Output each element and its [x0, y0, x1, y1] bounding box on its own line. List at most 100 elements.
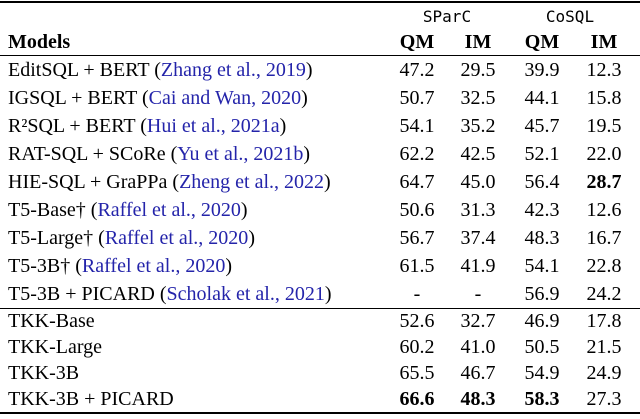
cosql-qm-value: 54.1 — [524, 254, 560, 277]
baselines-section: EditSQL + BERT (Zhang et al., 2019) 47.2… — [0, 56, 640, 309]
sparc-im-value: 31.3 — [460, 198, 496, 221]
table-row: IGSQL + BERT (Cai and Wan, 2020) 50.7 32… — [0, 84, 640, 112]
sparc-qm-value: 56.7 — [399, 226, 435, 249]
citation-link[interactable]: Yu et al., 2021b — [177, 142, 304, 165]
cosql-qm-value: 56.4 — [524, 170, 560, 193]
table-row: T5-3B + PICARD (Scholak et al., 2021) - … — [0, 280, 640, 308]
cosql-im-value: 24.9 — [586, 361, 622, 384]
model-name: R²SQL + BERT — [8, 114, 136, 137]
model-cell: TKK-Base — [0, 310, 386, 333]
citation-paren-open: ( — [165, 142, 178, 165]
table-row: T5-Base† (Raffel et al., 2020) 50.6 31.3… — [0, 196, 640, 224]
citation-link[interactable]: Zhang et al., 2019 — [160, 58, 306, 81]
citation-paren-close: ) — [225, 254, 233, 277]
table-row: HIE-SQL + GraPPa (Zheng et al., 2022) 64… — [0, 168, 640, 196]
model-cell: TKK-3B + PICARD — [0, 388, 386, 411]
citation-link[interactable]: Raffel et al., 2020 — [97, 198, 241, 221]
citation-paren-open: ( — [85, 198, 98, 221]
cosql-im-value: 24.2 — [586, 282, 622, 305]
cosql-im-value: 12.3 — [586, 58, 622, 81]
table-header: SParC CoSQL Models QM IM QM IM — [0, 3, 640, 56]
cosql-qm-header: QM — [524, 30, 560, 53]
model-name: IGSQL + BERT — [8, 86, 137, 109]
model-name: T5-3B + PICARD — [8, 282, 155, 305]
cosql-im-value: 22.8 — [586, 254, 622, 277]
column-group-row: SParC CoSQL — [0, 3, 640, 29]
model-name: EditSQL + BERT — [8, 58, 150, 81]
citation-link[interactable]: Zheng et al., 2022 — [179, 170, 325, 193]
citation-paren-close: ) — [279, 114, 287, 137]
sparc-im-value: 41.0 — [460, 336, 496, 359]
cosql-im-value: 27.3 — [586, 387, 622, 410]
sparc-im-value: 35.2 — [460, 114, 496, 137]
sparc-qm-value: 54.1 — [399, 114, 435, 137]
citation-link[interactable]: Raffel et al., 2020 — [104, 226, 249, 249]
column-header-row: Models QM IM QM IM — [0, 29, 640, 55]
cosql-qm-value: 46.9 — [524, 310, 560, 333]
sparc-im-value-best: 48.3 — [460, 387, 496, 410]
cosql-qm-value: 39.9 — [524, 58, 560, 81]
table-row: T5-3B† (Raffel et al., 2020) 61.5 41.9 5… — [0, 252, 640, 280]
citation-link[interactable]: Cai and Wan, 2020 — [148, 86, 302, 109]
col-group-sparc: SParC — [422, 6, 472, 26]
col-group-cosql: CoSQL — [545, 6, 595, 26]
sparc-im-value: 41.9 — [460, 254, 496, 277]
sparc-qm-value: 62.2 — [399, 142, 435, 165]
citation-paren-close: ) — [301, 86, 308, 109]
model-name: RAT-SQL + SCoRe — [8, 142, 166, 165]
cosql-im-value: 17.8 — [586, 310, 622, 333]
cosql-im-value: 22.0 — [586, 142, 622, 165]
model-cell: EditSQL + BERT (Zhang et al., 2019) — [0, 59, 386, 82]
cosql-im-value: 16.7 — [586, 226, 622, 249]
sparc-im-value: 46.7 — [460, 361, 496, 384]
cosql-im-value-best: 28.7 — [586, 170, 622, 193]
sparc-im-header: IM — [464, 30, 492, 53]
citation-paren-open: ( — [136, 86, 149, 109]
cosql-qm-value: 52.1 — [524, 142, 560, 165]
model-name: TKK-3B + PICARD — [8, 387, 174, 410]
cosql-im-header: IM — [590, 30, 618, 53]
sparc-im-value: 32.7 — [460, 310, 496, 333]
cosql-qm-value: 42.3 — [524, 198, 560, 221]
citation-paren-close: ) — [240, 198, 248, 221]
table-row: TKK-3B 65.5 46.7 54.9 24.9 — [0, 361, 640, 387]
cosql-qm-value: 44.1 — [524, 86, 560, 109]
citation-paren-open: ( — [167, 170, 180, 193]
table-row: TKK-Base 52.6 32.7 46.9 17.8 — [0, 309, 640, 335]
table-row: TKK-3B + PICARD 66.6 48.3 58.3 27.3 — [0, 386, 640, 412]
citation-link[interactable]: Raffel et al., 2020 — [81, 254, 226, 277]
cosql-qm-value: 56.9 — [524, 282, 560, 305]
sparc-im-value: 45.0 — [460, 170, 496, 193]
model-name: TKK-Large — [8, 336, 103, 359]
models-header: Models — [8, 30, 71, 53]
table-row: T5-Large† (Raffel et al., 2020) 56.7 37.… — [0, 224, 640, 252]
model-name: T5-3B† — [8, 254, 71, 277]
cosql-qm-value: 54.9 — [524, 361, 560, 384]
model-name: HIE-SQL + GraPPa — [8, 170, 168, 193]
model-cell: TKK-Large — [0, 336, 386, 359]
citation-link[interactable]: Scholak et al., 2021 — [166, 282, 325, 305]
sparc-qm-value: 64.7 — [399, 170, 435, 193]
sparc-qm-value: 47.2 — [399, 58, 435, 81]
table-row: EditSQL + BERT (Zhang et al., 2019) 47.2… — [0, 56, 640, 84]
sparc-im-value: 42.5 — [460, 142, 496, 165]
citation-paren-open: ( — [70, 254, 82, 277]
citation-paren-close: ) — [305, 58, 313, 81]
model-name: T5-Base† — [8, 198, 86, 221]
model-cell: R²SQL + BERT (Hui et al., 2021a) — [0, 115, 386, 138]
sparc-im-value: 37.4 — [460, 226, 496, 249]
model-cell: T5-3B + PICARD (Scholak et al., 2021) — [0, 283, 386, 306]
citation-paren-close: ) — [303, 142, 311, 165]
table-row: R²SQL + BERT (Hui et al., 2021a) 54.1 35… — [0, 112, 640, 140]
citation-link[interactable]: Hui et al., 2021a — [146, 114, 280, 137]
table-row: RAT-SQL + SCoRe (Yu et al., 2021b) 62.2 … — [0, 140, 640, 168]
sparc-qm-value: 61.5 — [399, 254, 435, 277]
sparc-im-value: - — [474, 282, 482, 305]
sparc-qm-value: 60.2 — [399, 336, 435, 359]
cosql-im-value: 19.5 — [586, 114, 622, 137]
model-name: TKK-Base — [8, 310, 95, 333]
cosql-qm-value: 50.5 — [524, 336, 560, 359]
cosql-im-value: 15.8 — [586, 86, 622, 109]
sparc-qm-value: 50.7 — [399, 86, 435, 109]
